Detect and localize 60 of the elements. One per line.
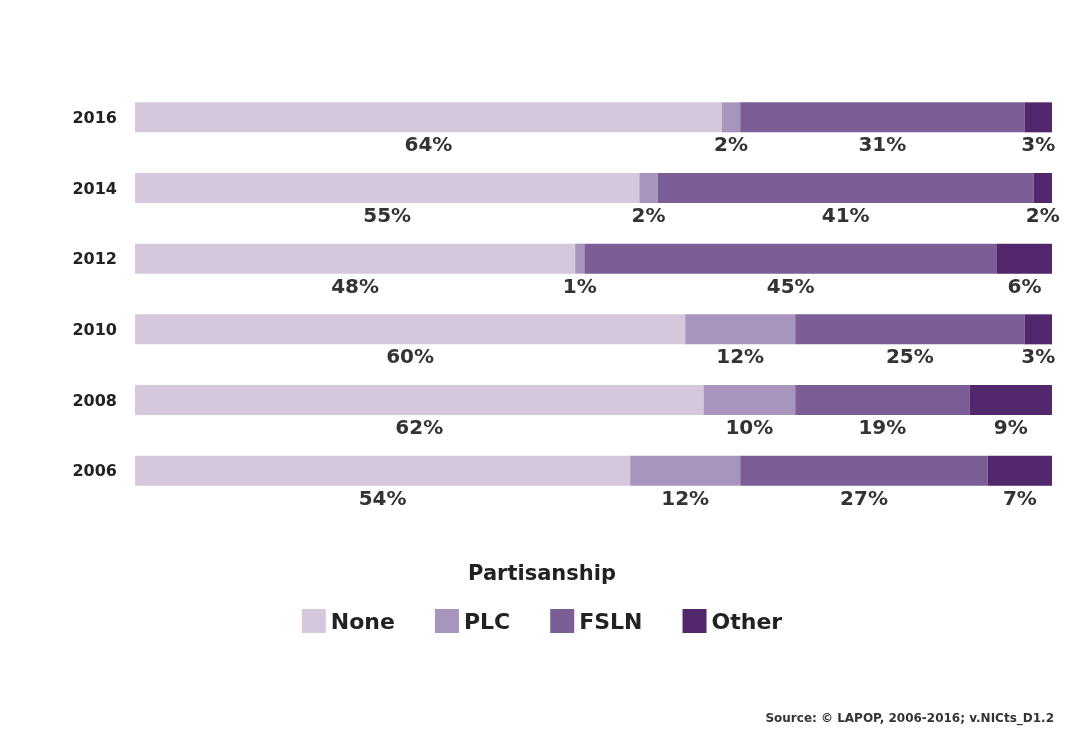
legend-title: Partisanship [468, 560, 616, 585]
data-label: 54% [358, 485, 407, 510]
data-label: 60% [386, 344, 435, 369]
bar [584, 243, 997, 274]
y-tick-label: 2012 [72, 249, 117, 269]
bar [795, 385, 970, 415]
data-label: 45% [766, 273, 815, 298]
bar [721, 102, 741, 133]
y-tick-label: 2006 [72, 461, 117, 481]
source-note: Source: © LAPOP, 2006-2016; v.NICts_D1.2 [765, 711, 1055, 726]
bar [1033, 173, 1052, 203]
bar [703, 385, 796, 415]
bar [135, 455, 631, 486]
data-label: 3% [1021, 132, 1056, 157]
bar [575, 243, 585, 274]
data-label: 64% [404, 132, 453, 157]
data-label: 31% [858, 132, 907, 157]
bar [135, 173, 640, 203]
data-label: 2% [1025, 203, 1060, 227]
data-label: 2% [631, 203, 666, 227]
bar [987, 455, 1052, 486]
bar [1024, 314, 1052, 345]
y-tick-label: 2014 [72, 178, 117, 198]
data-label: 10% [725, 415, 774, 439]
bar [135, 385, 704, 415]
data-label: 6% [1007, 273, 1042, 298]
data-label: 12% [716, 344, 765, 369]
data-label: 27% [840, 485, 888, 510]
y-tick-label: 2008 [72, 390, 117, 410]
data-label: 55% [363, 203, 412, 227]
bar [639, 173, 658, 203]
bar [969, 385, 1052, 415]
data-label: 7% [1002, 485, 1037, 510]
bar [740, 102, 1025, 133]
bar [135, 243, 576, 274]
legend-label: FSLN [579, 608, 643, 634]
bar [740, 455, 988, 486]
data-label: 2% [714, 132, 749, 157]
bar [795, 314, 1025, 345]
bar [1024, 102, 1052, 133]
y-tick-label: 2010 [72, 319, 117, 339]
data-label: 9% [993, 415, 1028, 439]
bar [135, 314, 686, 345]
data-label: 41% [821, 203, 870, 227]
data-label: 25% [885, 344, 934, 369]
legend-label: Other [711, 608, 783, 634]
bar [135, 102, 722, 133]
data-label: 62% [395, 415, 444, 439]
legend-label: PLC [463, 608, 511, 634]
data-label: 3% [1021, 344, 1056, 369]
data-label: 1% [562, 273, 597, 298]
bar [996, 243, 1052, 274]
data-label: 19% [858, 415, 907, 439]
data-label: 48% [331, 273, 380, 298]
legend-label: None [330, 608, 395, 634]
bar [685, 314, 796, 345]
bar [657, 173, 1034, 203]
data-label: 12% [661, 485, 710, 510]
bar [630, 455, 741, 486]
y-tick-label: 2016 [72, 107, 117, 127]
